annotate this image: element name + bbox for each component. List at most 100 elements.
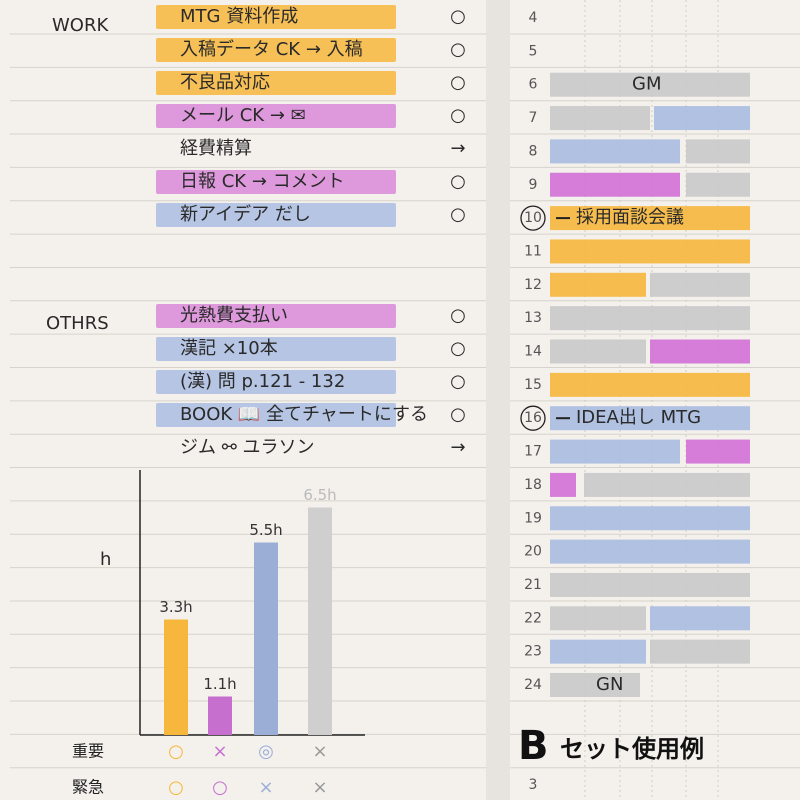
time-block bbox=[550, 572, 750, 597]
highlight bbox=[156, 104, 396, 128]
highlight bbox=[156, 71, 396, 95]
bar bbox=[208, 696, 232, 735]
task-status: ○ bbox=[450, 371, 466, 392]
hour-label: 22 bbox=[524, 610, 542, 626]
task-text: (漢) 問 p.121 - 132 bbox=[180, 371, 345, 392]
time-block bbox=[550, 306, 750, 331]
time-block bbox=[650, 272, 750, 297]
hour-label: 5 bbox=[529, 43, 538, 59]
time-block bbox=[550, 506, 750, 531]
matrix-mark: × bbox=[258, 777, 273, 798]
time-block bbox=[584, 472, 750, 497]
value-label: 3.3h bbox=[159, 598, 192, 616]
time-block bbox=[654, 106, 750, 131]
ruled-lines bbox=[10, 0, 800, 800]
time-block bbox=[550, 372, 750, 397]
time-block bbox=[550, 206, 750, 231]
task-text: 不良品対応 bbox=[180, 72, 270, 93]
task-status: ○ bbox=[450, 6, 466, 27]
hour-label: 24 bbox=[524, 677, 542, 693]
hour-label: 20 bbox=[524, 544, 542, 560]
time-block bbox=[550, 406, 750, 431]
task-status: ○ bbox=[450, 204, 466, 225]
hour-label: 10 bbox=[524, 210, 542, 226]
task-status: → bbox=[450, 437, 465, 458]
highlight bbox=[156, 203, 396, 227]
time-block bbox=[650, 606, 750, 631]
hour-label: 16 bbox=[524, 410, 542, 426]
hour-label: 3 bbox=[529, 777, 538, 793]
task-status: ○ bbox=[450, 171, 466, 192]
time-block bbox=[550, 539, 750, 564]
highlight bbox=[156, 170, 396, 194]
highlight bbox=[156, 38, 396, 62]
hour-label: 18 bbox=[524, 477, 542, 493]
caption-letter: B bbox=[518, 723, 549, 769]
task-text: 光熱費支払い bbox=[180, 305, 288, 326]
caption-text: セット使用例 bbox=[560, 735, 704, 763]
matrix-mark: ○ bbox=[212, 777, 228, 798]
hour-circle bbox=[520, 205, 546, 231]
task-text: MTG 資料作成 bbox=[180, 6, 298, 27]
time-note: IDEA出し MTG bbox=[576, 407, 701, 428]
y-axis-label: h bbox=[100, 549, 111, 570]
page-gutter bbox=[486, 0, 510, 800]
time-block bbox=[550, 472, 576, 497]
hour-label: 23 bbox=[524, 644, 542, 660]
hour-label: 6 bbox=[529, 77, 538, 93]
task-status: ○ bbox=[450, 404, 466, 425]
task-text: ジム ⚯ ユラソン bbox=[180, 437, 315, 458]
matrix-label: 緊急 bbox=[72, 778, 104, 797]
hour-label: 14 bbox=[524, 344, 542, 360]
value-label: 6.5h bbox=[303, 486, 336, 504]
time-block bbox=[686, 139, 750, 164]
task-status: ○ bbox=[450, 305, 466, 326]
task-status: ○ bbox=[450, 105, 466, 126]
time-block bbox=[550, 239, 750, 264]
hour-label: 21 bbox=[524, 577, 542, 593]
hour-label: 13 bbox=[524, 310, 542, 326]
section-heading: WORK bbox=[52, 15, 109, 36]
hour-label: 8 bbox=[529, 143, 538, 159]
bar bbox=[254, 542, 278, 735]
matrix-mark: × bbox=[212, 741, 227, 762]
highlight bbox=[156, 5, 396, 29]
value-label: 1.1h bbox=[203, 675, 236, 693]
matrix-mark: ○ bbox=[168, 741, 184, 762]
task-status: ○ bbox=[450, 72, 466, 93]
hour-circle bbox=[520, 405, 546, 431]
task-text: 日報 CK → コメント bbox=[180, 171, 345, 192]
hour-label: 9 bbox=[529, 177, 538, 193]
task-text: メール CK → ✉ bbox=[180, 105, 306, 126]
matrix-mark: ○ bbox=[168, 777, 184, 798]
highlight bbox=[156, 304, 396, 328]
matrix-mark: × bbox=[312, 777, 327, 798]
time-block bbox=[550, 272, 646, 297]
bar bbox=[308, 507, 332, 735]
time-note: 採用面談会議 bbox=[576, 207, 684, 228]
section-heading: OTHRS bbox=[46, 313, 109, 334]
task-text: 入稿データ CK → 入稿 bbox=[180, 39, 363, 60]
time-block bbox=[686, 439, 750, 464]
task-status: ○ bbox=[450, 338, 466, 359]
time-block bbox=[550, 339, 646, 364]
time-block bbox=[550, 172, 680, 197]
value-label: 5.5h bbox=[249, 521, 282, 539]
time-block bbox=[686, 172, 750, 197]
task-text: BOOK 📖 全てチャートにする bbox=[180, 404, 428, 425]
time-block bbox=[650, 639, 750, 664]
hour-label: 11 bbox=[524, 243, 542, 259]
time-block bbox=[650, 339, 750, 364]
hour-label: 12 bbox=[524, 277, 542, 293]
time-block bbox=[550, 606, 646, 631]
highlight bbox=[156, 337, 396, 361]
matrix-mark: × bbox=[312, 741, 327, 762]
task-text: 新アイデア だし bbox=[180, 204, 311, 225]
matrix-label: 重要 bbox=[72, 742, 104, 761]
hour-label: 7 bbox=[529, 110, 538, 126]
hour-label: 19 bbox=[524, 510, 542, 526]
hour-label: 4 bbox=[529, 10, 538, 26]
time-note: GN bbox=[596, 674, 623, 695]
